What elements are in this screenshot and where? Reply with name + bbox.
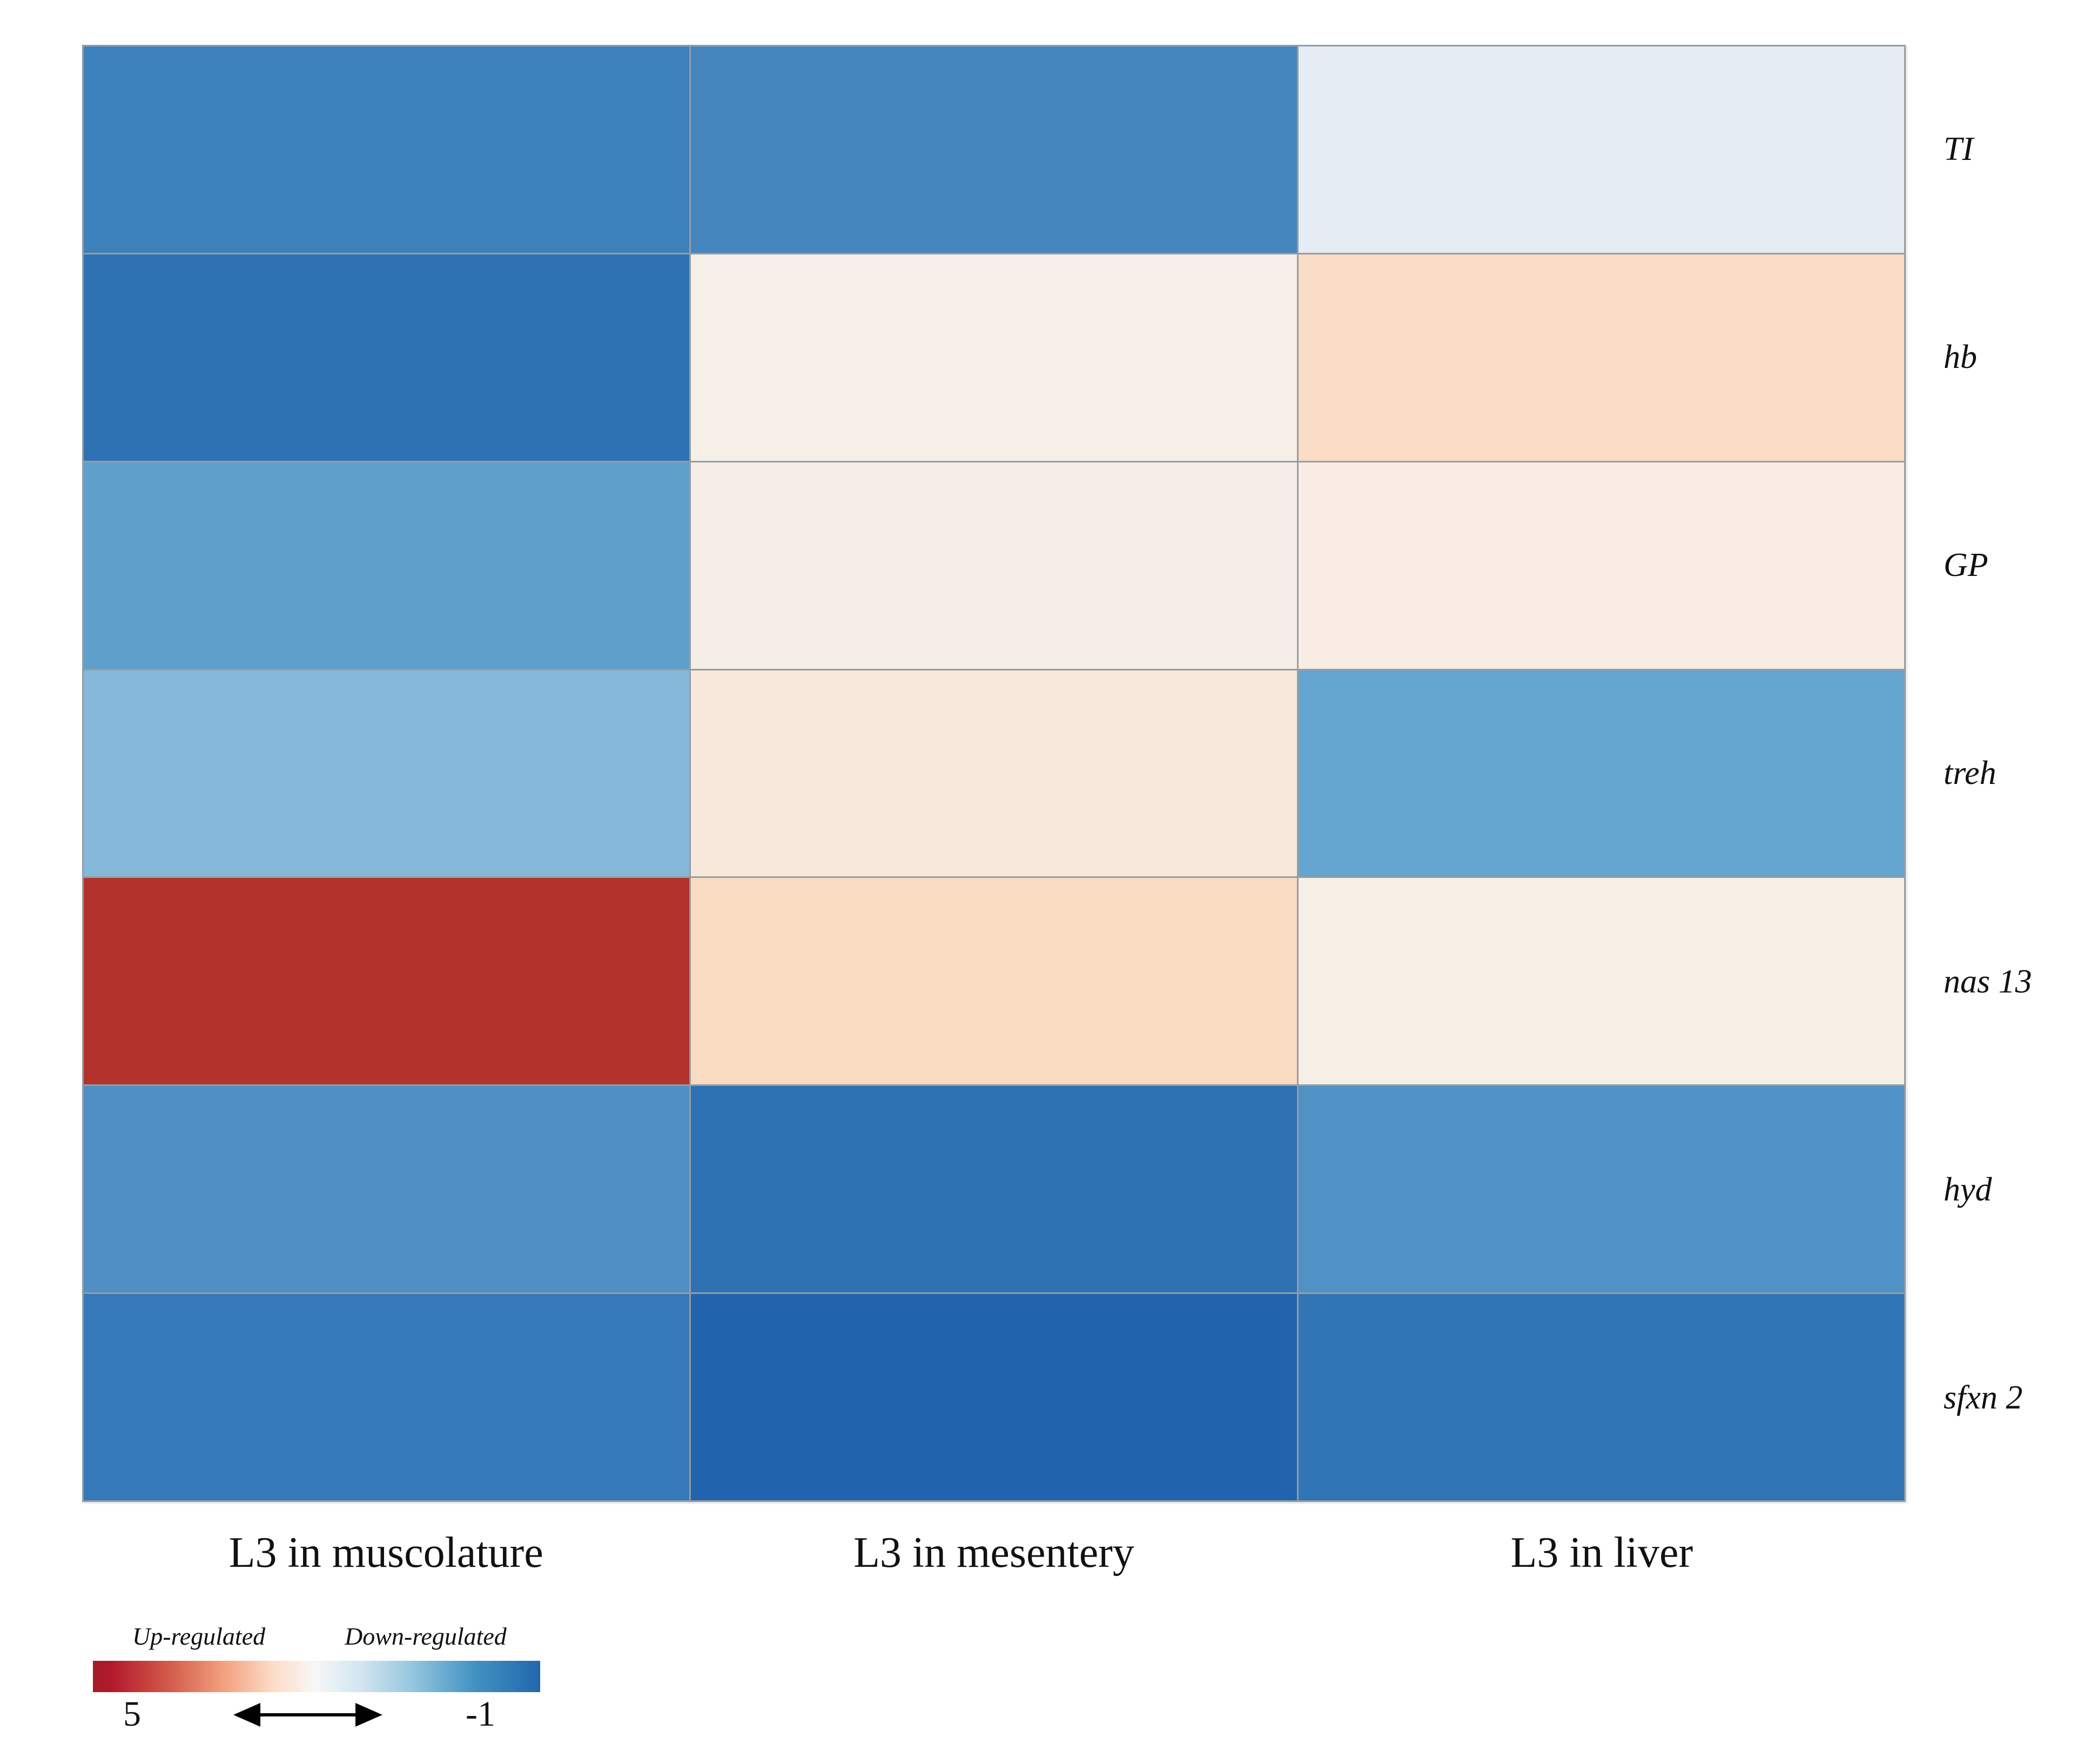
heatmap-cell-hyd-3 xyxy=(1298,1086,1904,1293)
legend-up-regulated-label: Up-regulated xyxy=(132,1622,266,1650)
heatmap-cell-TI-1 xyxy=(84,46,690,253)
heatmap-cell-treh-3 xyxy=(1298,670,1904,877)
heatmap-cell-nas-13-2 xyxy=(691,878,1297,1085)
heatmap-cell-hyd-1 xyxy=(84,1086,690,1293)
heatmap-cell-nas-13-3 xyxy=(1298,878,1904,1085)
row-label-hb: hb xyxy=(1944,338,1977,375)
row-label-TI: TI xyxy=(1944,130,1974,167)
legend-max-value: 5 xyxy=(123,1694,141,1734)
column-label-L3-in-mesentery: L3 in mesentery xyxy=(853,1529,1134,1577)
row-label-GP: GP xyxy=(1944,547,1988,584)
heatmap-cell-treh-2 xyxy=(691,670,1297,877)
heatmap-cell-GP-3 xyxy=(1298,462,1904,669)
heatmap-cell-hyd-2 xyxy=(691,1086,1297,1293)
row-label-sfxn-2: sfxn 2 xyxy=(1944,1379,2023,1417)
heatmap-cell-GP-1 xyxy=(84,462,690,669)
legend-down-regulated-label: Down-regulated xyxy=(345,1622,507,1650)
heatmap-cell-hb-1 xyxy=(84,254,690,461)
heatmap-cell-hb-2 xyxy=(691,254,1297,461)
heatmap-cell-sfxn-2-3 xyxy=(1298,1294,1904,1500)
row-label-treh: treh xyxy=(1944,755,1996,792)
row-label-nas-13: nas 13 xyxy=(1944,963,2032,1000)
column-labels: L3 in muscolature L3 in mesentery L3 in li… xyxy=(82,1516,1906,1574)
heatmap-cell-TI-3 xyxy=(1298,46,1904,253)
legend-gradient-bar xyxy=(93,1661,540,1692)
row-labels: TI hb GP treh nas 13 hyd sfxn 2 xyxy=(1923,45,2091,1502)
double-arrow-icon xyxy=(233,1703,382,1727)
row-label-hyd: hyd xyxy=(1944,1171,1992,1209)
heatmap-cell-sfxn-2-2 xyxy=(691,1294,1297,1500)
column-label-L3-in-muscolature: L3 in muscolature xyxy=(228,1529,543,1577)
heatmap-cell-treh-1 xyxy=(84,670,690,877)
column-label-L3-in-liver: L3 in liver xyxy=(1510,1529,1693,1577)
heatmap-cell-nas-13-1 xyxy=(84,878,690,1085)
heatmap-grid xyxy=(82,45,1906,1502)
heatmap-cell-TI-2 xyxy=(691,46,1297,253)
legend-min-value: -1 xyxy=(466,1694,495,1734)
heatmap-cell-sfxn-2-1 xyxy=(84,1294,690,1500)
heatmap-cell-hb-3 xyxy=(1298,254,1904,461)
heatmap-cell-GP-2 xyxy=(691,462,1297,669)
